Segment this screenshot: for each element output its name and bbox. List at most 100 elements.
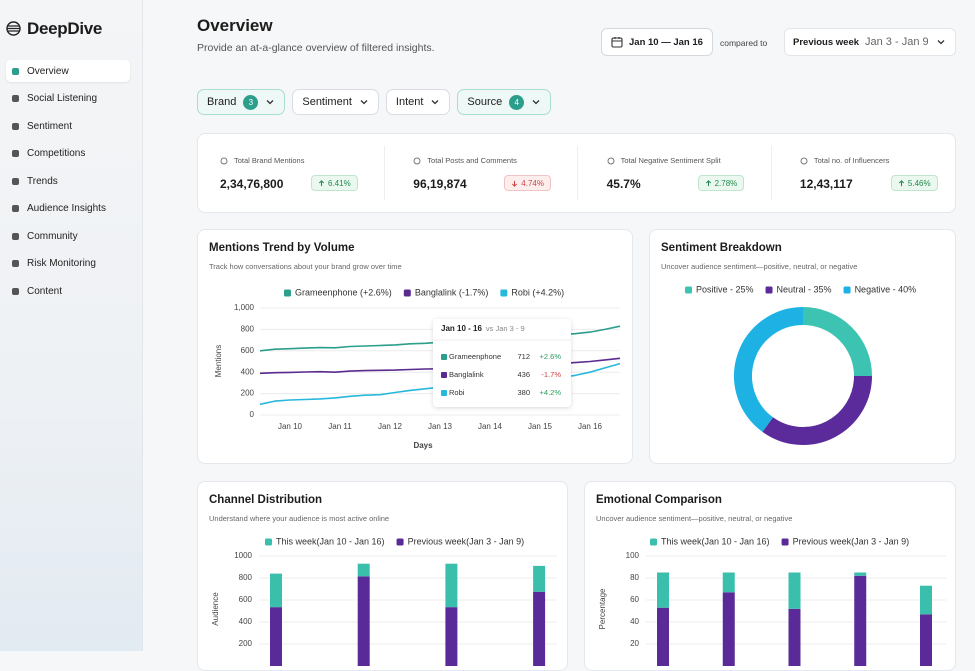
kpi-value: 96,19,874	[413, 177, 467, 191]
bar-segment	[722, 572, 735, 593]
legend-label: Banglalink (-1.7%)	[415, 287, 489, 297]
compare-range: Jan 3 - Jan 9	[865, 36, 929, 48]
legend-label: Positive - 25%	[696, 284, 754, 294]
tooltip-name: Grameenphone	[449, 352, 501, 361]
nav-item[interactable]: Risk Monitoring	[6, 253, 130, 275]
nav-item[interactable]: Community	[6, 225, 130, 247]
y-tick-label: 1,000	[234, 303, 255, 312]
legend-swatch	[500, 289, 508, 297]
nav-item[interactable]: Audience Insights	[6, 198, 130, 220]
kpi: Total no. of Influencers 12,43,117 5.46%	[800, 134, 950, 212]
chevron	[266, 100, 274, 105]
arrow	[898, 179, 904, 186]
legend-swatch	[765, 286, 773, 294]
compare-dropdown[interactable]: Previous week Jan 3 - Jan 9	[784, 28, 956, 56]
card-title: Channel Distribution	[209, 494, 323, 506]
nav-item[interactable]: Social Listening	[6, 88, 130, 110]
y-tick-label: 60	[630, 595, 639, 604]
filter-label: Source	[467, 96, 503, 108]
legend-swatch	[685, 286, 692, 294]
kpi-label-row: Total Negative Sentiment Split	[607, 156, 721, 165]
kpi-label: Total Brand Mentions	[234, 156, 305, 165]
bar-segment	[788, 572, 801, 609]
page-title: Overview	[197, 16, 273, 35]
x-tick-label: Jan 13	[428, 422, 453, 431]
kpi-change-value: 4.74%	[521, 178, 544, 188]
nav-icon	[12, 232, 19, 240]
filter-count: 4	[509, 94, 525, 110]
date-range: Jan 10 — Jan 16	[629, 36, 703, 48]
x-tick-label: Jan 10	[278, 422, 303, 431]
filter-button[interactable]: Intent	[385, 89, 451, 115]
donut-segment	[762, 375, 872, 445]
nav-icon	[12, 150, 19, 157]
y-axis-label: Audience	[211, 592, 220, 626]
bar-segment	[533, 565, 546, 592]
emotional-card: 20 40 60 80 100 Percentage This week(Jan 10 - …	[584, 481, 956, 671]
kpi-icon	[800, 157, 808, 164]
legend-label: Neutral - 35%	[777, 284, 832, 294]
channel-chart: 200 400 600 800 1000 Audience This week(Jan 10…	[211, 536, 557, 666]
filter-button[interactable]: Source 4	[457, 89, 552, 115]
bar-segment	[357, 576, 370, 666]
nav-item[interactable]: Trends	[6, 170, 130, 192]
y-axis-label: Percentage	[598, 588, 607, 629]
arrow	[705, 179, 711, 186]
nav-icon	[12, 67, 19, 75]
sentiment-card: Positive - 25% Neutral - 35% Negative - 40…	[649, 229, 956, 464]
kpi-label: Total no. of Influencers	[813, 156, 890, 165]
kpi: Total Posts and Comments 96,19,874 4.74%	[413, 134, 563, 212]
tooltip-title: Jan 10 - 16	[441, 324, 482, 333]
chevron-icon	[532, 100, 540, 105]
icon-shape	[413, 157, 421, 164]
legend-label: This week(Jan 10 - Jan 16)	[661, 536, 770, 546]
kpi-label: Total Negative Sentiment Split	[620, 156, 721, 165]
kpi-change: 4.74%	[504, 175, 551, 191]
kpi-change-value: 6.41%	[328, 178, 351, 188]
divider	[770, 146, 772, 200]
arrow	[318, 179, 325, 186]
bar-segment	[270, 573, 282, 608]
kpi-change: 2.78%	[697, 175, 745, 191]
bar-segment	[533, 591, 546, 666]
nav-item[interactable]: Sentiment	[6, 115, 130, 137]
x-tick-label: Jan 12	[378, 422, 403, 431]
logo-icon	[6, 21, 21, 36]
kpi-change: 6.41%	[311, 175, 358, 191]
kpi-label-row: Total Brand Mentions	[220, 156, 304, 165]
kpi-icon	[413, 157, 421, 164]
date-picker[interactable]: Jan 10 — Jan 16	[601, 28, 713, 56]
nav-label: Overview	[27, 65, 69, 77]
tooltip-subtitle: vs Jan 3 - 9	[486, 324, 525, 333]
filter-button[interactable]: Sentiment	[292, 89, 379, 115]
kpi-change-value: 2.78%	[714, 178, 738, 188]
legend-label: Previous week(Jan 3 - Jan 9)	[408, 536, 525, 546]
y-tick-label: 100	[626, 551, 640, 560]
bar-segment	[270, 607, 282, 666]
sentiment-chart: Positive - 25% Neutral - 35% Negative - 40…	[685, 284, 916, 445]
nav-item[interactable]: Content	[6, 280, 130, 302]
bar-segment	[357, 563, 370, 577]
y-tick-label: 20	[630, 639, 639, 648]
mentions-card: 0 200 400 600 800 1,000 Jan 10 Jan 11 Jan 12 Jan …	[197, 229, 633, 464]
card-title: Mentions Trend by Volume	[209, 242, 355, 254]
tooltip-swatch	[441, 390, 447, 396]
y-tick-label: 400	[241, 367, 255, 376]
donut-segment	[802, 307, 872, 377]
filter-label: Brand	[207, 96, 237, 108]
nav-item[interactable]: Competitions	[6, 143, 130, 165]
trend-arrow	[512, 180, 518, 187]
filter-button[interactable]: Brand 3	[197, 89, 286, 115]
nav-item[interactable]: Overview	[6, 60, 130, 82]
nav-icon	[12, 287, 19, 295]
y-tick-label: 800	[241, 325, 255, 334]
arrow	[512, 180, 518, 187]
trend-arrow	[318, 179, 325, 186]
kpi-label: Total Posts and Comments	[427, 156, 517, 165]
kpi: Total Brand Mentions 2,34,76,800 6.41%	[220, 134, 370, 212]
nav-label: Community	[27, 230, 78, 242]
chevron-icon	[360, 100, 368, 105]
tooltip-change: +2.6%	[540, 352, 562, 361]
filter-label: Intent	[395, 96, 424, 108]
